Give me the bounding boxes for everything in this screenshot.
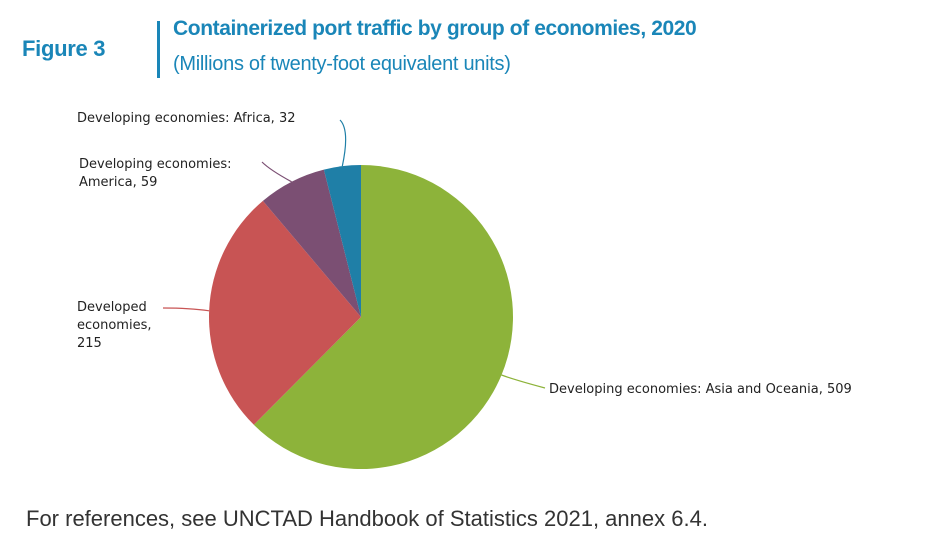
slice-label-3: Developing economies: Africa, 32 — [77, 111, 296, 126]
chart-subtitle: (Millions of twenty-foot equivalent unit… — [173, 53, 511, 75]
slice-label-2: Developing economies: America, 59 — [79, 157, 231, 190]
leader-line-2 — [261, 161, 292, 183]
chart-title: Containerized port traffic by group of e… — [173, 17, 697, 40]
pie-slice-1 — [209, 200, 361, 425]
leader-line-1 — [162, 307, 210, 312]
title-accent-bar — [157, 21, 160, 78]
figure-number: Figure 3 — [22, 36, 106, 61]
slice-label-0: Developing economies: Asia and Oceania, … — [549, 382, 852, 397]
pie-slice-3 — [323, 165, 361, 317]
leader-line-0 — [501, 374, 546, 389]
pie-slice-0 — [253, 165, 514, 469]
pie-slice-2 — [262, 169, 361, 317]
footnote: For references, see UNCTAD Handbook of S… — [26, 506, 708, 531]
pie-chart: Developing economies: Asia and Oceania, … — [77, 111, 852, 469]
slice-label-1: Developed economies, 215 — [77, 300, 151, 351]
leader-line-3 — [339, 119, 347, 167]
